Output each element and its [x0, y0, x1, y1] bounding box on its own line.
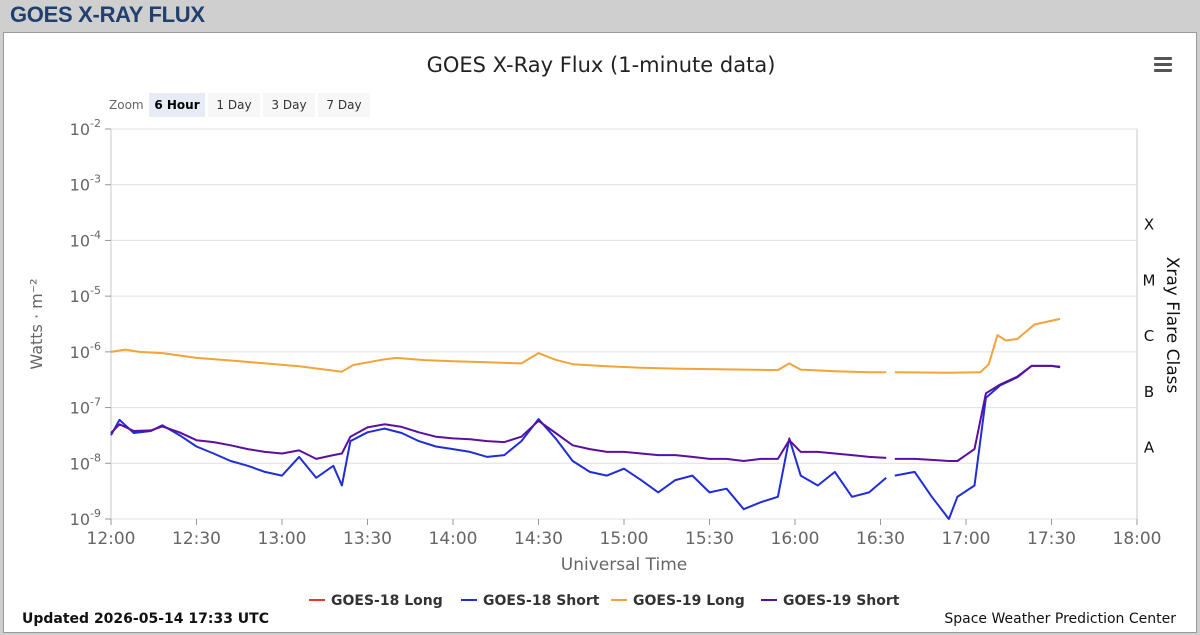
legend-label: GOES-19 Short	[783, 593, 900, 609]
page-header: GOES X-RAY FLUX	[0, 0, 1200, 32]
zoom-1-day-button[interactable]: 1 Day	[208, 93, 260, 117]
zoom-7-day-button[interactable]: 7 Day	[318, 93, 370, 117]
x-tick-label: 12:30	[172, 529, 221, 549]
zoom-3-day-button[interactable]: 3 Day	[263, 93, 315, 117]
y-tick-label: 10-7	[70, 396, 101, 418]
y-tick-label: 10-6	[70, 340, 101, 362]
x-tick-label: 17:00	[942, 529, 991, 549]
zoom-6-hour-button[interactable]: 6 Hour	[149, 93, 205, 117]
flare-class-label: C	[1144, 327, 1154, 345]
chart-title: GOES X-Ray Flux (1-minute data)	[426, 53, 776, 77]
y-tick-label: 10-3	[70, 173, 101, 195]
flare-class-label: M	[1143, 271, 1156, 289]
x-tick-label: 18:00	[1113, 529, 1162, 549]
flux-chart: 10-9 10-8 10-7 10-6 10-5 10-4 10-3 10-2 12:00 12:…	[27, 117, 1182, 575]
x-tick-label: 14:00	[429, 529, 478, 549]
legend-swatch	[611, 599, 627, 601]
x-tick-label: 13:00	[258, 529, 307, 549]
y-axis-title: Watts · m⁻²	[27, 278, 46, 369]
legend-goes18-short[interactable]: GOES-18 Short	[461, 593, 599, 609]
flare-class-label: A	[1144, 439, 1155, 457]
flare-class-label: X	[1144, 216, 1154, 234]
zoom-label: Zoom	[109, 98, 144, 112]
flare-class-label: B	[1144, 383, 1154, 401]
x-tick-label: 16:30	[856, 529, 905, 549]
series-line-goes-19-short	[110, 364, 1061, 462]
right-axis-title: Xray Flare Class	[1162, 257, 1182, 394]
y-tick-label: 10-9	[70, 507, 101, 529]
hamburger-menu-icon[interactable]	[1154, 57, 1172, 73]
y-tick-label: 10-5	[70, 284, 101, 306]
legend-label: GOES-18 Short	[483, 593, 600, 609]
legend-swatch	[309, 599, 325, 601]
x-tick-label: 14:30	[514, 529, 563, 549]
page-title: GOES X-RAY FLUX	[10, 2, 205, 27]
legend-goes19-short[interactable]: GOES-19 Short	[761, 593, 899, 609]
x-tick-label: 16:00	[771, 529, 820, 549]
legend-goes18-long[interactable]: GOES-18 Long	[309, 593, 443, 609]
x-tick-label: 17:30	[1027, 529, 1076, 549]
series-line-goes-18-short	[110, 364, 1061, 520]
legend-swatch	[761, 599, 777, 601]
series-line-goes-19-long	[110, 317, 1061, 374]
chart-panel: GOES X-Ray Flux (1-minute data) Zoom 6 H…	[3, 32, 1197, 633]
legend-label: GOES-19 Long	[633, 593, 745, 609]
credit-text: Space Weather Prediction Center	[944, 611, 1176, 627]
legend-goes19-long[interactable]: GOES-19 Long	[611, 593, 745, 609]
legend-swatch	[461, 599, 477, 601]
x-tick-label: 13:30	[343, 529, 392, 549]
plot-area	[110, 128, 1138, 520]
y-tick-label: 10-2	[70, 117, 101, 139]
legend-label: GOES-18 Long	[331, 593, 443, 609]
x-tick-label: 12:00	[87, 529, 136, 549]
x-tick-label: 15:30	[685, 529, 734, 549]
y-tick-label: 10-4	[70, 228, 101, 250]
x-tick-label: 15:00	[600, 529, 649, 549]
updated-timestamp: Updated 2026-05-14 17:33 UTC	[22, 611, 269, 627]
x-axis-title: Universal Time	[561, 555, 687, 575]
y-tick-label: 10-8	[70, 451, 101, 473]
